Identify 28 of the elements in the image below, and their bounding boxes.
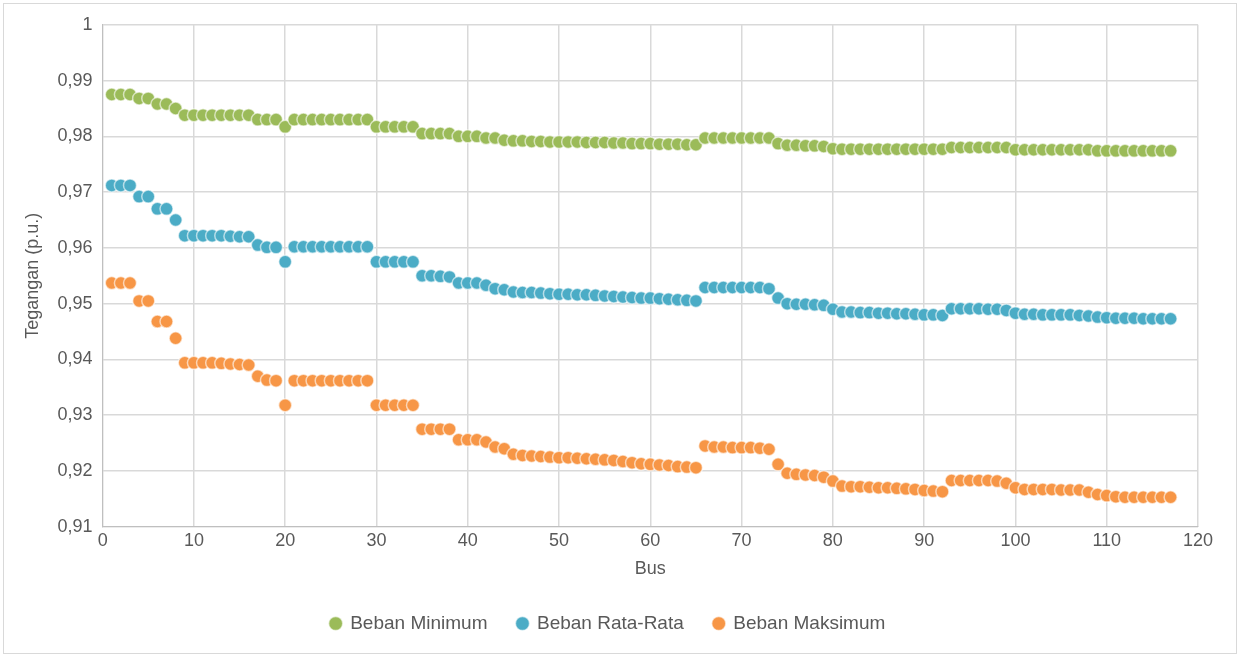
x-tick-label: 120 [1182, 529, 1214, 550]
legend-label: Beban Rata-Rata [536, 611, 685, 633]
x-tick-label: 50 [549, 529, 570, 550]
y-tick-label: 0,92 [57, 459, 93, 480]
y-tick-label: 0,91 [57, 515, 93, 536]
x-tick-label: 70 [731, 529, 752, 550]
x-tick-label: 20 [275, 529, 296, 550]
y-axis-title: Tegangan (p.u.) [21, 212, 42, 339]
x-tick-label: 30 [366, 529, 387, 550]
x-tick-label: 60 [640, 529, 661, 550]
y-tick-label: 0,95 [57, 292, 93, 313]
x-tick-label: 110 [1092, 529, 1122, 550]
y-tick-label: 0,99 [57, 69, 93, 90]
y-tick-label: 1 [82, 13, 93, 34]
x-tick-label: 10 [183, 529, 204, 550]
y-tick-label: 0,96 [57, 236, 93, 257]
x-tick-label: 90 [914, 529, 935, 550]
legend-label: Beban Minimum [350, 611, 488, 633]
y-tick-label: 0,94 [57, 348, 93, 369]
x-axis-title: Bus [634, 558, 666, 579]
y-tick-label: 0,93 [57, 404, 93, 425]
y-tick-label: 0,97 [57, 181, 93, 202]
x-tick-label: 40 [457, 529, 478, 550]
y-tick-label: 0,98 [57, 125, 93, 146]
x-tick-label: 100 [1000, 529, 1031, 550]
x-tick-label: 80 [822, 529, 843, 550]
legend-label: Beban Maksimum [733, 611, 886, 633]
x-tick-label: 0 [97, 529, 108, 550]
